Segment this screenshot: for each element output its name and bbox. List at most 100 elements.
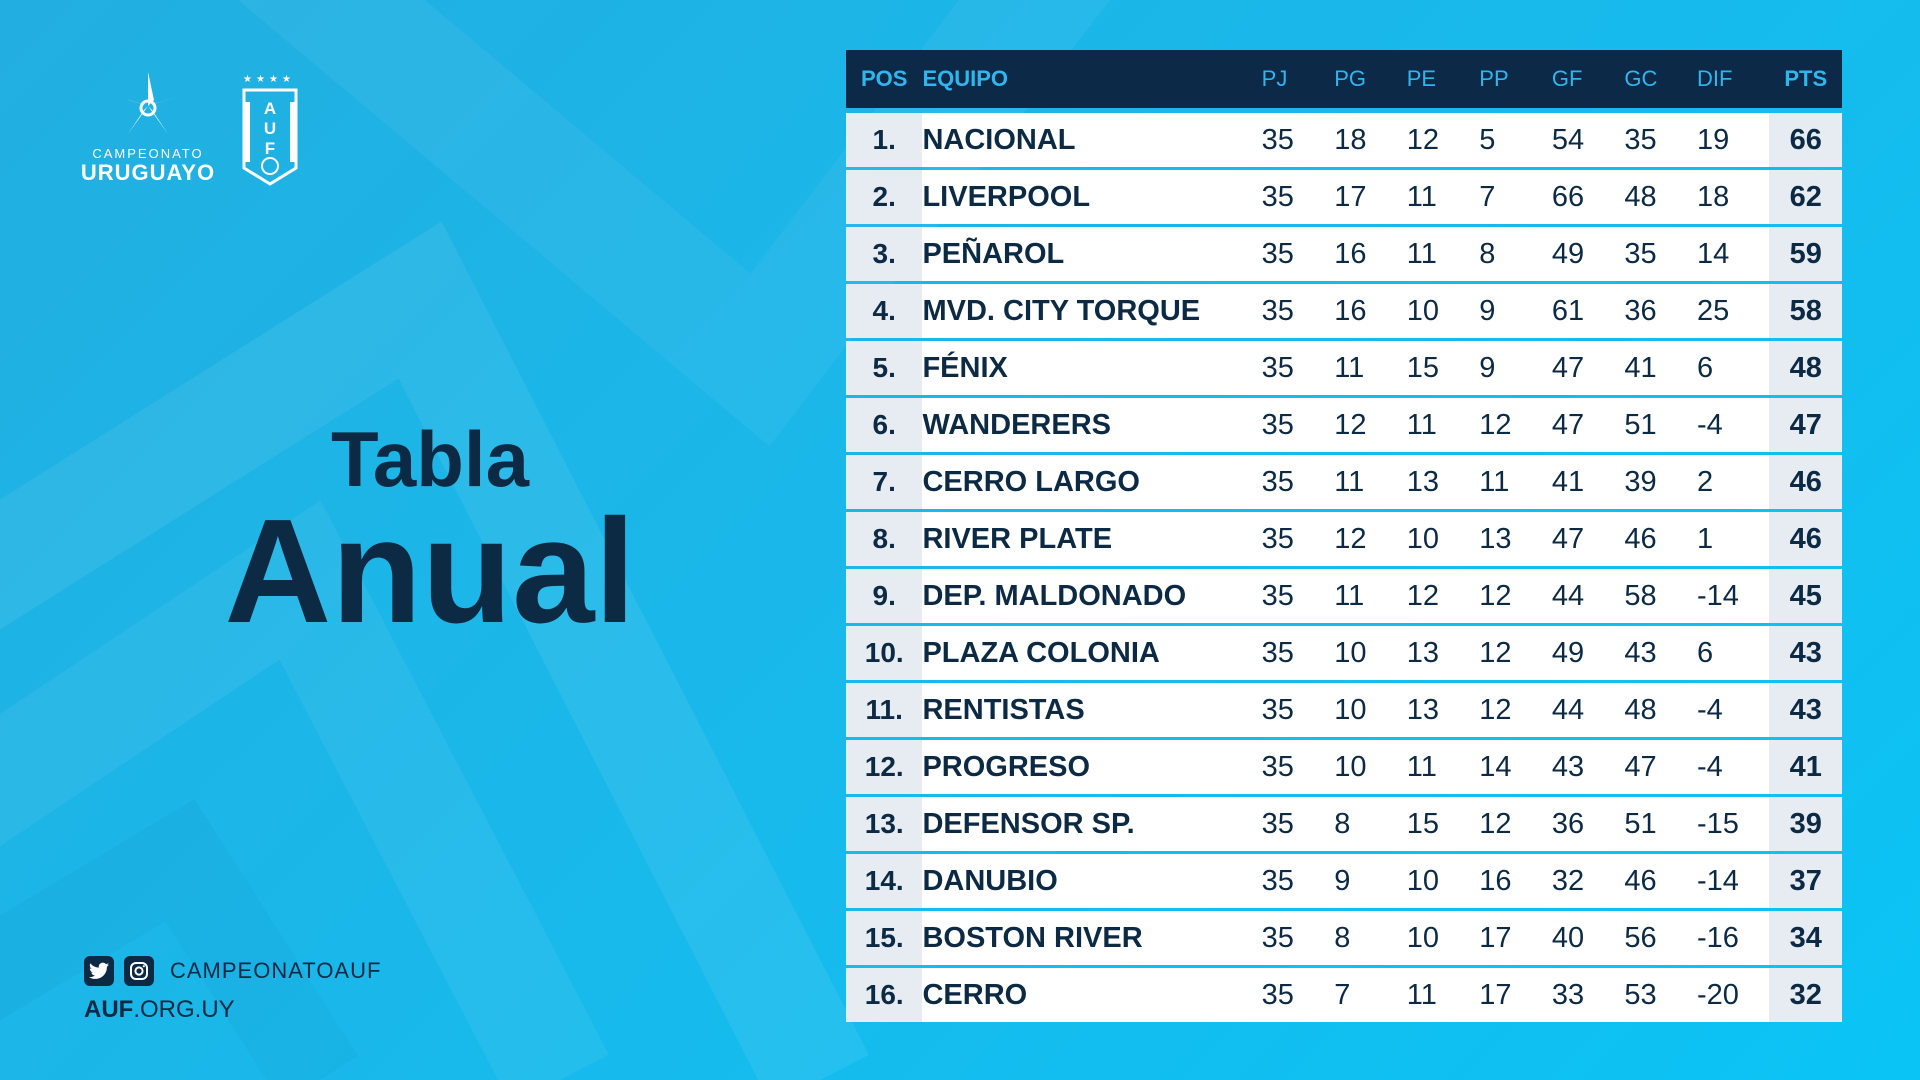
table-row: 7. CERRO LARGO 35 11 13 11 41 39 2 46	[846, 455, 1843, 509]
cell-pj: 35	[1261, 123, 1294, 156]
cell-pe: 13	[1406, 465, 1440, 498]
cell-pos: 13.	[846, 797, 923, 851]
table-body: 1. NACIONAL 35 18 12 5 54 35 19 66 2. LIVERPOOL 35 17…	[846, 113, 1843, 1022]
cell-pos: 12.	[846, 740, 923, 794]
table-row: 5. FÉNIX 35 11 15 9 47 41 6 48	[846, 341, 1843, 395]
cell-pts: 47	[1769, 398, 1843, 452]
cell-pe: 15	[1406, 807, 1440, 840]
cell-pe: 12	[1406, 123, 1440, 156]
cell-pp: 17	[1479, 978, 1512, 1011]
cell-pp: 12	[1479, 408, 1512, 441]
cell-pe: 13	[1406, 693, 1440, 726]
twitter-icon[interactable]	[84, 956, 114, 986]
svg-text:★: ★	[269, 74, 278, 85]
cell-pts: 39	[1769, 797, 1843, 851]
cell-pj: 35	[1261, 237, 1294, 270]
svg-text:★: ★	[282, 74, 291, 85]
table-row: 15. BOSTON RIVER 35 8 10 17 40 56 -16 34	[846, 911, 1843, 965]
cell-pts: 59	[1769, 227, 1843, 281]
header-team: EQUIPO	[922, 66, 1009, 91]
cell-team: BOSTON RIVER	[922, 921, 1143, 954]
cell-gf: 66	[1551, 180, 1585, 213]
cell-team: MVD. CITY TORQUE	[922, 294, 1201, 327]
cell-pts: 45	[1769, 569, 1843, 623]
cell-team: DEFENSOR SP.	[922, 807, 1135, 840]
social-handle[interactable]: CAMPEONATOAUF	[170, 958, 382, 983]
cell-dif: -4	[1696, 408, 1723, 441]
cell-pts: 62	[1769, 170, 1843, 224]
table-row: 8. RIVER PLATE 35 12 10 13 47 46 1 46	[846, 512, 1843, 566]
cell-pp: 5	[1479, 123, 1496, 156]
cell-pj: 35	[1261, 921, 1294, 954]
cell-gc: 56	[1624, 921, 1657, 954]
cell-team: PROGRESO	[922, 750, 1091, 783]
title-line2: Anual	[224, 489, 636, 654]
cell-pg: 11	[1334, 465, 1365, 498]
cell-pts: 48	[1769, 341, 1843, 395]
cell-pe: 10	[1406, 294, 1440, 327]
cell-team: CERRO LARGO	[922, 465, 1140, 498]
cell-pts: 58	[1769, 284, 1843, 338]
cell-pp: 7	[1479, 180, 1496, 213]
logo-small-text: CAMPEONATO	[92, 146, 204, 161]
cell-dif: 19	[1696, 123, 1730, 156]
cell-pp: 13	[1479, 522, 1512, 555]
cell-pp: 11	[1479, 465, 1510, 498]
cell-gf: 47	[1551, 408, 1585, 441]
svg-text:U: U	[264, 119, 276, 138]
cell-team: CERRO	[922, 978, 1028, 1011]
cell-gf: 61	[1551, 294, 1585, 327]
cell-pp: 12	[1479, 579, 1512, 612]
cell-pe: 13	[1406, 636, 1440, 669]
svg-text:A: A	[264, 99, 276, 118]
cell-pj: 35	[1261, 636, 1294, 669]
cell-gc: 43	[1624, 636, 1657, 669]
cell-pos: 15.	[846, 911, 923, 965]
cell-pe: 11	[1406, 180, 1437, 213]
header-gc: GC	[1624, 66, 1658, 91]
cell-pg: 11	[1334, 579, 1365, 612]
cell-pj: 35	[1261, 807, 1294, 840]
cell-dif: 18	[1696, 180, 1730, 213]
header-gf: GF	[1551, 66, 1583, 91]
page-title: Tabla Anual	[200, 420, 660, 646]
cell-gf: 36	[1551, 807, 1585, 840]
header-pos: POS	[861, 66, 908, 91]
table-row: 10. PLAZA COLONIA 35 10 13 12 49 43 6 43	[846, 626, 1843, 680]
cell-pj: 35	[1261, 750, 1294, 783]
cell-dif: -4	[1696, 693, 1723, 726]
cell-pos: 3.	[846, 227, 923, 281]
table-row: 1. NACIONAL 35 18 12 5 54 35 19 66	[846, 113, 1843, 167]
cell-gf: 49	[1551, 237, 1585, 270]
cell-pj: 35	[1261, 978, 1294, 1011]
website-link[interactable]: AUF.ORG.UY	[84, 996, 235, 1024]
cell-gc: 35	[1624, 123, 1657, 156]
instagram-icon[interactable]	[124, 956, 154, 986]
cell-pg: 10	[1334, 693, 1367, 726]
cell-pg: 16	[1334, 294, 1367, 327]
cell-gc: 47	[1624, 750, 1657, 783]
cell-team: NACIONAL	[922, 123, 1076, 156]
table-row: 16. CERRO 35 7 11 17 33 53 -20 32	[846, 968, 1843, 1022]
cell-pg: 12	[1334, 522, 1367, 555]
cell-team: FÉNIX	[922, 351, 1008, 384]
cell-pg: 11	[1334, 351, 1365, 384]
table-row: 12. PROGRESO 35 10 11 14 43 47 -4 41	[846, 740, 1843, 794]
cell-gc: 58	[1624, 579, 1657, 612]
cell-pos: 9.	[846, 569, 923, 623]
cell-gf: 41	[1551, 465, 1585, 498]
cell-pos: 10.	[846, 626, 923, 680]
cell-pj: 35	[1261, 864, 1294, 897]
cell-pg: 7	[1334, 978, 1351, 1011]
cell-pj: 35	[1261, 180, 1294, 213]
cell-pg: 17	[1334, 180, 1367, 213]
cell-gc: 48	[1624, 693, 1657, 726]
cell-gf: 47	[1551, 351, 1585, 384]
cell-pj: 35	[1261, 522, 1294, 555]
cell-pe: 10	[1406, 921, 1440, 954]
cell-gf: 49	[1551, 636, 1585, 669]
cell-pts: 46	[1769, 455, 1843, 509]
cell-dif: -14	[1696, 579, 1739, 612]
svg-text:★: ★	[243, 74, 252, 85]
cell-gf: 33	[1551, 978, 1585, 1011]
